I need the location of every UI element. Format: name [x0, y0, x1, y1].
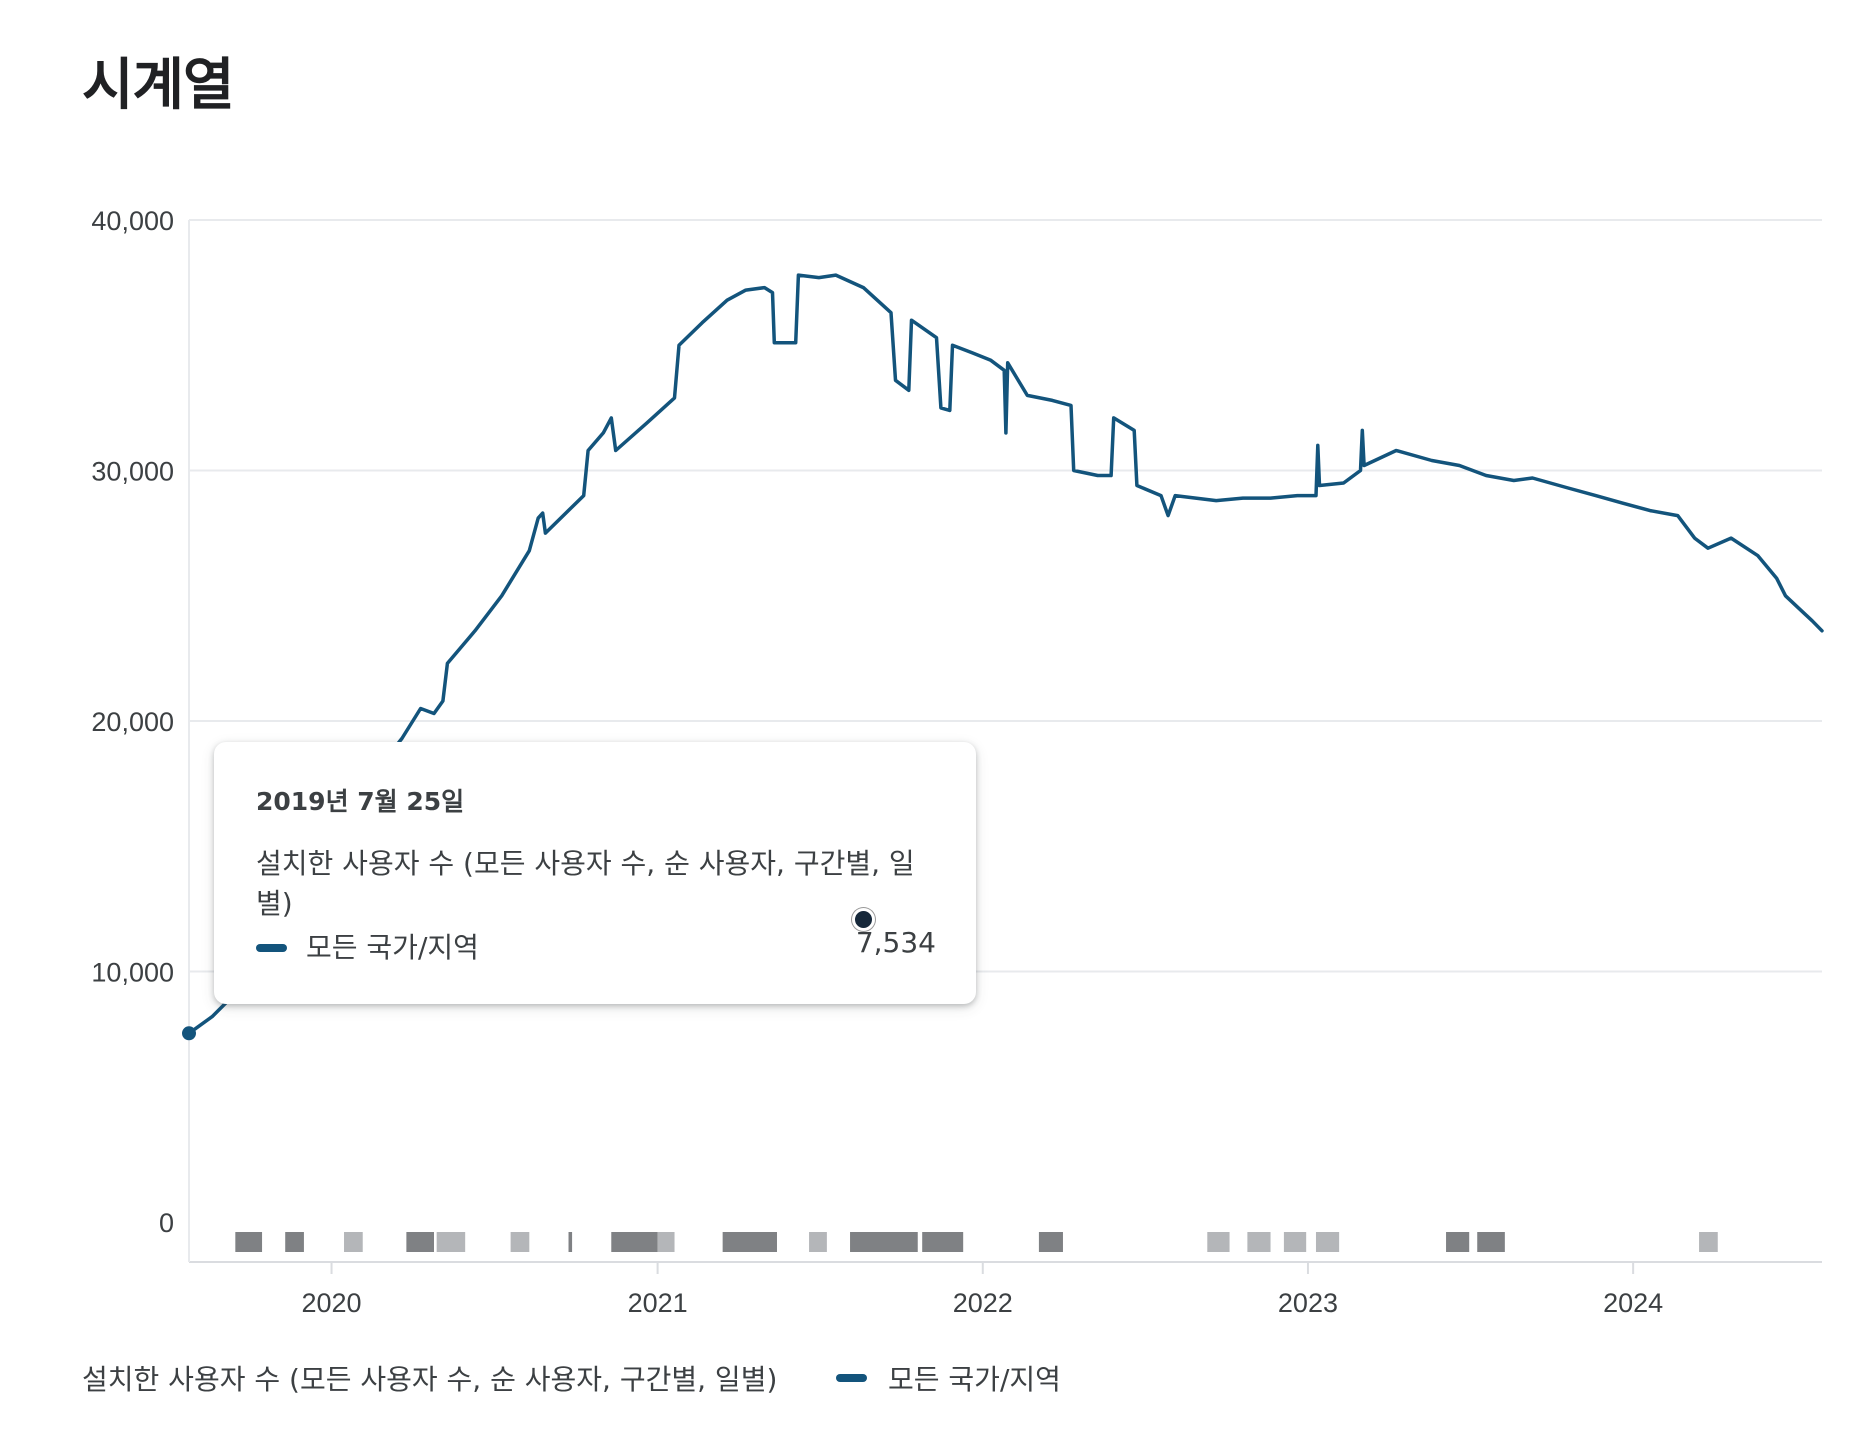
y-tick-label: 20,000 — [91, 707, 174, 737]
tooltip-series-row: 모든 국가/지역 7,534 — [256, 926, 936, 966]
annotation-marker[interactable] — [436, 1232, 466, 1252]
tooltip-date: 2019년 7월 25일 — [256, 787, 465, 816]
x-tick-label: 2022 — [953, 1288, 1013, 1318]
annotation-marker[interactable] — [568, 1232, 573, 1252]
annotation-marker[interactable] — [1283, 1232, 1307, 1252]
legend-swatch-icon — [836, 1374, 867, 1382]
annotation-marker[interactable] — [1699, 1232, 1718, 1252]
annotation-marker[interactable] — [1477, 1232, 1505, 1252]
series-swatch-icon — [256, 944, 287, 952]
series-line[interactable] — [187, 273, 1824, 1036]
annotation-marker[interactable] — [922, 1232, 964, 1252]
annotation-marker[interactable] — [1446, 1232, 1470, 1252]
legend-metric-label: 설치한 사용자 수 (모든 사용자 수, 순 사용자, 구간별, 일별) — [82, 1363, 778, 1396]
annotation-marker[interactable] — [850, 1232, 918, 1252]
annotation-marker[interactable] — [406, 1232, 434, 1252]
annotation-marker[interactable] — [285, 1232, 304, 1252]
annotation-marker[interactable] — [809, 1232, 827, 1252]
annotation-marker[interactable] — [1038, 1232, 1063, 1252]
annotation-marker[interactable] — [510, 1232, 530, 1252]
tooltip-series-name: 모든 국가/지역 — [306, 931, 479, 964]
series-layer — [182, 273, 1824, 1041]
y-axis-ticks: 0 10,000 20,000 30,000 40,000 — [91, 206, 174, 1238]
annotation-marker[interactable] — [344, 1232, 363, 1252]
y-tick-label: 40,000 — [91, 206, 174, 236]
x-tick-label: 2024 — [1603, 1288, 1663, 1318]
annotation-marker[interactable] — [611, 1232, 658, 1252]
y-tick-label: 0 — [159, 1208, 174, 1238]
annotation-marker[interactable] — [657, 1232, 675, 1252]
chart-tooltip: 2019년 7월 25일 설치한 사용자 수 (모든 사용자 수, 순 사용자,… — [214, 742, 976, 1004]
page-title: 시계열 — [82, 53, 235, 118]
annotation-marker[interactable] — [1315, 1232, 1340, 1252]
tooltip-value: 7,534 — [855, 926, 936, 959]
y-tick-label: 30,000 — [91, 457, 174, 487]
x-tick-label: 2021 — [628, 1288, 688, 1318]
hover-point[interactable] — [182, 1026, 196, 1041]
tooltip-metric-label: 설치한 사용자 수 (모든 사용자 수, 순 사용자, 구간별, 일별) — [256, 847, 915, 920]
annotation-marker[interactable] — [235, 1232, 263, 1252]
annotation-strip[interactable] — [235, 1232, 1718, 1252]
cursor-icon — [852, 908, 875, 931]
annotation-marker[interactable] — [722, 1232, 777, 1252]
y-tick-label: 10,000 — [91, 958, 174, 988]
x-tick-label: 2020 — [302, 1288, 362, 1318]
x-tick-label: 2023 — [1278, 1288, 1338, 1318]
annotation-marker[interactable] — [1207, 1232, 1230, 1252]
annotation-marker[interactable] — [1247, 1232, 1271, 1252]
x-axis: 2020 2021 2022 2023 2024 — [188, 220, 1822, 1318]
legend-series-name[interactable]: 모든 국가/지역 — [888, 1363, 1061, 1396]
